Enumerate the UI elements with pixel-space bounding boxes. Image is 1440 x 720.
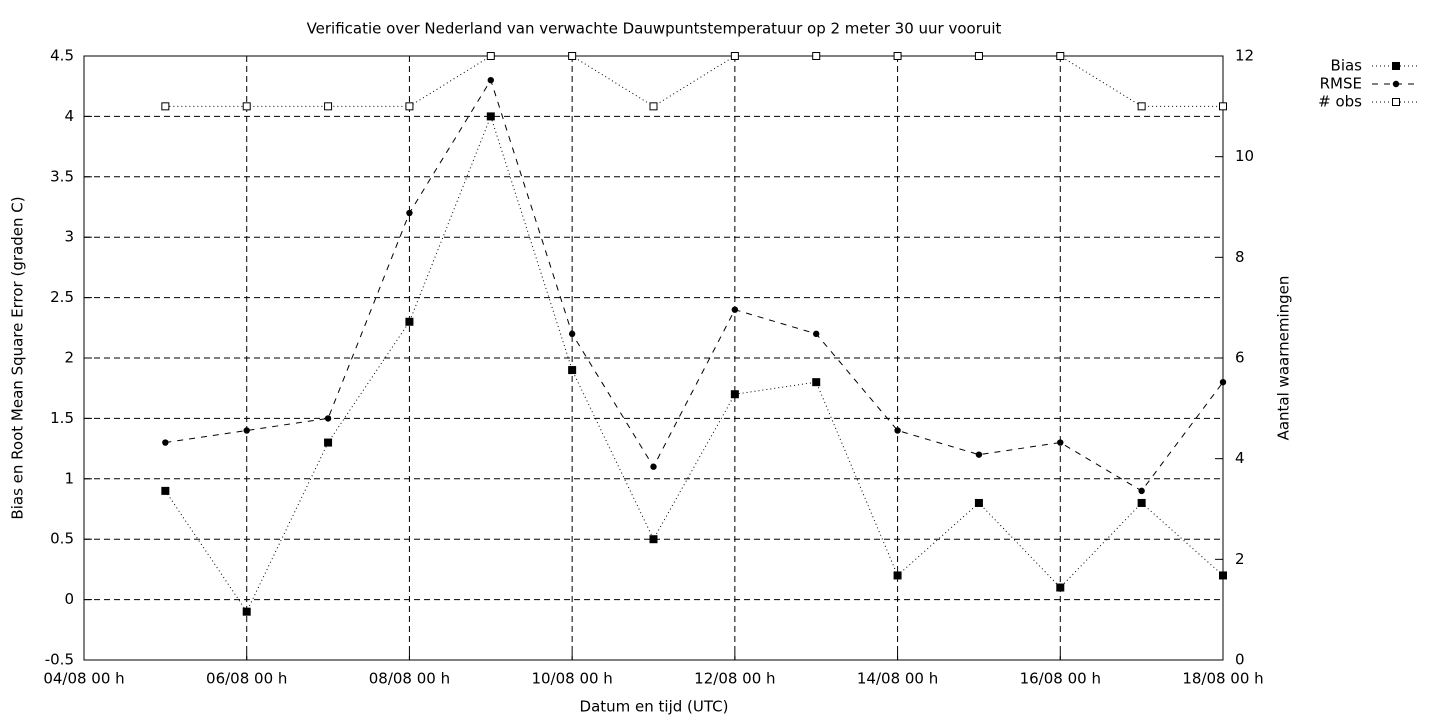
point [568, 52, 577, 60]
point [974, 52, 983, 60]
series-line [165, 55, 1223, 107]
point [812, 52, 821, 60]
x-tick-label: 06/08 00 h [206, 670, 287, 688]
x-tick-label: 16/08 00 h [1020, 670, 1101, 688]
point [242, 607, 251, 616]
x-tick-label: 04/08 00 h [43, 670, 124, 688]
point [1138, 487, 1145, 495]
y-axis-label: Bias en Root Mean Square Error (graden C… [9, 196, 27, 519]
point [487, 76, 494, 84]
point [730, 390, 739, 399]
point [1137, 498, 1146, 507]
y-tick-label: 3.5 [50, 167, 74, 185]
x-tick-label: 14/08 00 h [857, 670, 938, 688]
point [406, 209, 413, 217]
x-tick-label: 08/08 00 h [369, 670, 450, 688]
legend-label: Bias [1331, 57, 1363, 75]
y2-tick-label: 4 [1235, 449, 1245, 467]
x-tick-label: 10/08 00 h [531, 670, 612, 688]
point [731, 306, 739, 313]
x-tick-label: 12/08 00 h [694, 670, 775, 688]
point [1056, 52, 1065, 60]
point [893, 571, 902, 580]
y2-tick-label: 12 [1235, 47, 1254, 65]
point [243, 427, 250, 434]
point [1219, 378, 1227, 386]
point [324, 438, 333, 447]
series-line [164, 114, 1224, 613]
point [242, 102, 251, 111]
legend-marker [1392, 80, 1400, 88]
chart-title: Verificatie over Nederland van verwachte… [307, 20, 1002, 38]
point [894, 427, 901, 434]
point [162, 439, 169, 446]
point [730, 52, 739, 60]
point [405, 317, 414, 326]
x-tick-label: 18/08 00 h [1182, 670, 1263, 688]
y-tick-label: 0 [64, 590, 74, 608]
point [1137, 102, 1146, 111]
point [1219, 571, 1227, 580]
y-tick-label: 4.5 [50, 47, 74, 65]
point [1057, 439, 1064, 446]
y2-tick-label: 2 [1235, 550, 1245, 568]
point [486, 112, 495, 121]
legend-marker [1392, 98, 1400, 106]
point [974, 498, 983, 507]
point [812, 378, 821, 387]
point [568, 330, 576, 338]
legend-label: RMSE [1320, 75, 1362, 93]
y2-axis-label: Aantal waarnemingen [1275, 276, 1293, 441]
point [975, 451, 983, 458]
point [161, 486, 170, 495]
x-axis-label: Datum en tijd (UTC) [580, 698, 729, 716]
point [813, 330, 820, 338]
point [486, 52, 495, 60]
point [893, 52, 902, 60]
y-tick-label: 4 [64, 107, 74, 125]
y2-tick-label: 10 [1235, 147, 1254, 165]
plot-frame [83, 55, 1224, 661]
point [324, 102, 333, 111]
legend-label: # obs [1318, 93, 1362, 111]
point [649, 535, 658, 544]
point [161, 102, 170, 111]
y-tick-label: 2.5 [50, 288, 74, 306]
point [1056, 583, 1065, 592]
y-tick-label: -0.5 [45, 651, 74, 669]
point [649, 102, 658, 111]
point [324, 415, 332, 422]
y2-tick-label: 0 [1235, 651, 1245, 669]
point [405, 102, 414, 111]
point [568, 366, 577, 375]
point [650, 463, 657, 470]
y-tick-label: 3 [64, 228, 74, 246]
y2-tick-label: 6 [1235, 349, 1245, 367]
y-tick-label: 1.5 [50, 409, 74, 427]
point [1219, 102, 1227, 111]
y-tick-label: 2 [64, 349, 74, 367]
series-line [165, 78, 1224, 492]
legend-marker [1392, 62, 1400, 70]
y-tick-label: 1 [64, 469, 74, 487]
y2-tick-label: 8 [1235, 248, 1245, 266]
y-tick-label: 0.5 [50, 530, 74, 548]
